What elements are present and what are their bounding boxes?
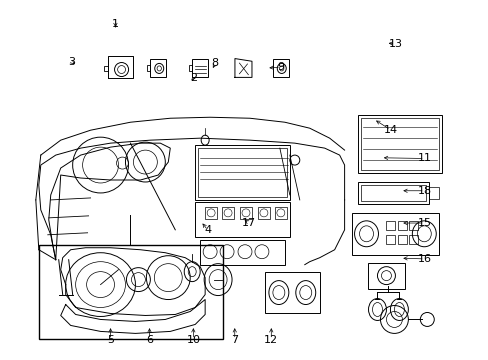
Text: 11: 11 bbox=[417, 153, 431, 163]
Text: 18: 18 bbox=[417, 186, 431, 196]
Text: 8: 8 bbox=[211, 58, 219, 68]
Bar bbox=[192, 59, 208, 77]
Text: 15: 15 bbox=[417, 218, 431, 228]
Bar bbox=[367, 263, 405, 289]
Text: 12: 12 bbox=[264, 334, 278, 345]
Bar bbox=[428, 187, 438, 199]
Text: 13: 13 bbox=[387, 39, 402, 49]
Bar bbox=[150, 59, 166, 77]
Text: 16: 16 bbox=[417, 254, 431, 264]
Bar bbox=[195, 145, 289, 200]
Text: 4: 4 bbox=[204, 225, 211, 235]
Text: 14: 14 bbox=[383, 125, 397, 135]
Text: 9: 9 bbox=[277, 62, 284, 72]
Bar bbox=[264, 272, 319, 314]
Bar bbox=[272, 59, 288, 77]
Text: 17: 17 bbox=[242, 218, 256, 228]
Text: 7: 7 bbox=[231, 334, 238, 345]
Bar bbox=[357, 115, 441, 173]
Bar bbox=[39, 245, 223, 339]
Bar bbox=[360, 118, 438, 170]
Bar bbox=[398, 221, 407, 230]
Bar bbox=[351, 213, 438, 255]
Bar bbox=[240, 207, 251, 219]
Text: 1: 1 bbox=[112, 19, 119, 29]
Bar bbox=[408, 235, 417, 244]
Bar bbox=[195, 202, 289, 237]
Bar bbox=[357, 182, 428, 204]
Bar bbox=[386, 221, 395, 230]
Bar bbox=[386, 235, 395, 244]
Bar bbox=[408, 221, 417, 230]
Text: 3: 3 bbox=[68, 57, 75, 67]
Bar bbox=[146, 65, 150, 71]
Bar bbox=[222, 207, 234, 219]
Text: 2: 2 bbox=[189, 73, 197, 83]
Text: 5: 5 bbox=[107, 334, 114, 345]
Text: 6: 6 bbox=[146, 334, 153, 345]
Bar bbox=[188, 65, 192, 71]
Bar bbox=[198, 148, 286, 197]
Bar bbox=[398, 235, 407, 244]
Text: 10: 10 bbox=[186, 334, 200, 345]
Bar bbox=[360, 185, 426, 201]
Bar bbox=[258, 207, 269, 219]
Bar bbox=[274, 207, 286, 219]
Bar bbox=[200, 240, 285, 265]
Bar bbox=[104, 66, 108, 71]
Bar bbox=[205, 207, 217, 219]
